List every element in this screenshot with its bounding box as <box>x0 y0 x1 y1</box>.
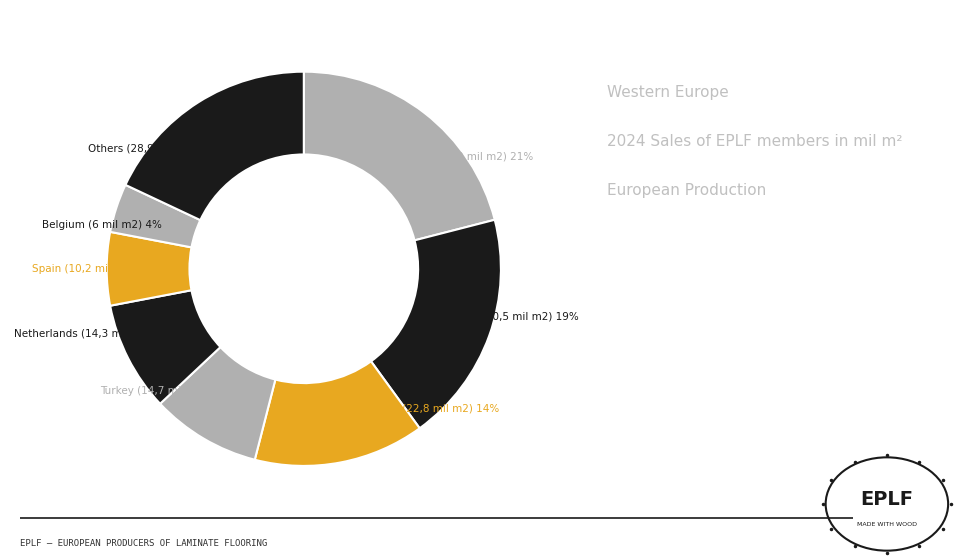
Text: Turkey (14,7 mil m2) 9%: Turkey (14,7 mil m2) 9% <box>100 386 228 396</box>
Text: Spain (10,2 mil m2) 6%: Spain (10,2 mil m2) 6% <box>32 264 155 274</box>
Text: Belgium (6 mil m2) 4%: Belgium (6 mil m2) 4% <box>42 220 162 230</box>
Text: France (30,5 mil m2) 19%: France (30,5 mil m2) 19% <box>444 312 579 322</box>
Text: Netherlands (14,3 mil m2) 9%: Netherlands (14,3 mil m2) 9% <box>14 328 171 338</box>
Wedge shape <box>371 220 501 428</box>
Text: 2024 Sales of EPLF members in mil m²: 2024 Sales of EPLF members in mil m² <box>607 134 903 150</box>
Wedge shape <box>160 347 275 460</box>
Text: MADE WITH WOOD: MADE WITH WOOD <box>857 522 917 528</box>
Text: Others (28,9 mil m2) 18%: Others (28,9 mil m2) 18% <box>88 144 224 154</box>
Text: EPLF – EUROPEAN PRODUCERS OF LAMINATE FLOORING: EPLF – EUROPEAN PRODUCERS OF LAMINATE FL… <box>20 539 267 548</box>
Wedge shape <box>110 185 200 248</box>
Wedge shape <box>255 361 419 466</box>
Wedge shape <box>107 232 191 306</box>
Wedge shape <box>125 72 304 220</box>
Wedge shape <box>110 290 220 404</box>
Text: Germany (33 mil m2) 21%: Germany (33 mil m2) 21% <box>395 152 533 162</box>
Text: European Production: European Production <box>607 184 765 198</box>
Text: EPLF: EPLF <box>860 490 913 509</box>
Text: Western Europe: Western Europe <box>607 85 728 100</box>
Text: Great Britain (22,8 mil m2) 14%: Great Britain (22,8 mil m2) 14% <box>331 403 499 413</box>
Wedge shape <box>304 72 495 240</box>
